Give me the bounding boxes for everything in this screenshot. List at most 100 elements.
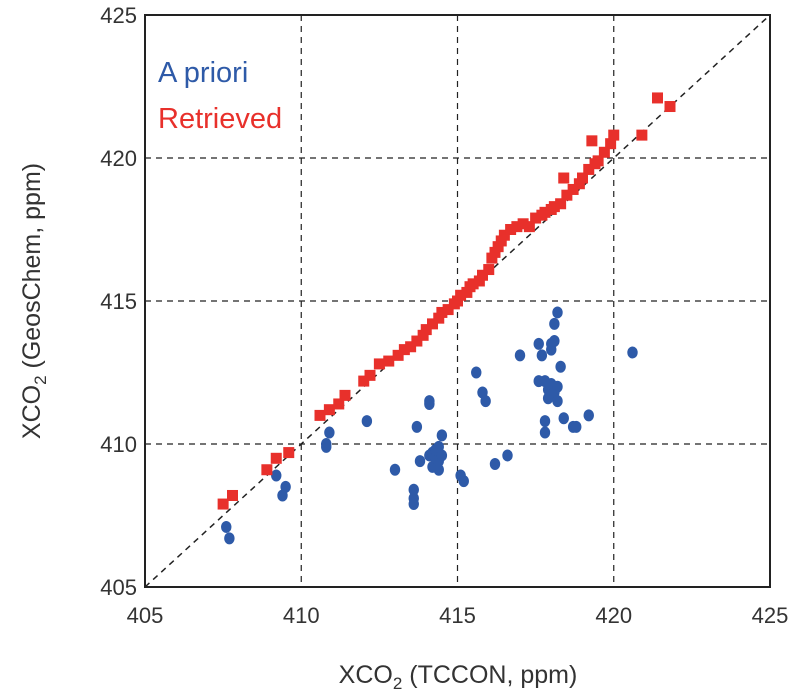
- retrieved-point: [261, 464, 273, 476]
- y-tick-label: 420: [100, 146, 137, 171]
- a-priori-point: [471, 366, 482, 379]
- x-tick-label: 405: [127, 603, 164, 628]
- a-priori-point: [433, 463, 444, 476]
- retrieved-point: [323, 404, 335, 416]
- x-axis-title: XCO2 (TCCON, ppm): [339, 661, 578, 693]
- retrieved-point: [364, 369, 376, 381]
- a-priori-point: [539, 426, 551, 439]
- retrieved-point: [427, 318, 438, 330]
- retrieved-point: [398, 344, 410, 356]
- retrieved-point: [539, 206, 551, 218]
- series-a-priori: [221, 306, 638, 545]
- y-tick-label: 415: [100, 289, 137, 314]
- retrieved-point: [461, 286, 473, 298]
- retrieved-point: [492, 241, 504, 253]
- a-priori-point: [549, 317, 560, 330]
- retrieved-point: [498, 229, 510, 241]
- retrieved-point: [495, 235, 507, 247]
- a-priori-point: [321, 440, 332, 453]
- a-priori-point: [489, 458, 501, 471]
- a-priori-point: [555, 360, 566, 373]
- y-axis-title: XCO2 (GeosChem, ppm): [18, 163, 50, 439]
- retrieved-point: [664, 101, 676, 113]
- retrieved-point: [555, 198, 567, 210]
- a-priori-point: [221, 520, 232, 533]
- a-priori-point: [271, 469, 282, 482]
- a-priori-point: [533, 337, 544, 350]
- retrieved-point: [314, 409, 326, 421]
- retrieved-point: [442, 304, 454, 316]
- retrieved-point: [217, 498, 229, 510]
- x-tick-label: 425: [752, 603, 789, 628]
- retrieved-point: [477, 269, 488, 281]
- retrieved-point: [333, 398, 345, 410]
- a-priori-point: [549, 335, 560, 348]
- a-priori-point: [552, 306, 563, 319]
- retrieved-point: [608, 129, 620, 141]
- retrieved-point: [605, 138, 617, 150]
- legend-retrieved: Retrieved: [158, 103, 282, 135]
- retrieved-point: [505, 224, 517, 235]
- a-priori-point: [389, 463, 401, 476]
- y-tick-label: 410: [100, 432, 137, 457]
- a-priori-point: [408, 483, 419, 496]
- legend-a-priori: A priori: [158, 57, 248, 89]
- retrieved-point: [558, 172, 570, 184]
- retrieved-point: [530, 212, 542, 224]
- retrieved-point: [455, 289, 467, 301]
- retrieved-point: [548, 201, 560, 213]
- retrieved-point: [411, 335, 423, 347]
- retrieved-point: [373, 358, 385, 370]
- retrieved-point: [436, 306, 448, 318]
- a-priori-point: [458, 475, 469, 488]
- x-tick-label: 415: [439, 603, 476, 628]
- retrieved-point: [561, 189, 573, 201]
- a-priori-point: [280, 480, 291, 493]
- plot-frame: [144, 14, 771, 588]
- retrieved-point: [339, 389, 351, 401]
- a-priori-point: [536, 349, 548, 362]
- a-priori-point: [408, 498, 419, 511]
- a-priori-point: [414, 455, 426, 468]
- a-priori-point: [552, 380, 563, 393]
- a-priori-point: [502, 449, 513, 462]
- retrieved-point: [511, 221, 523, 233]
- retrieved-point: [383, 355, 395, 367]
- retrieved-point: [473, 275, 485, 287]
- retrieved-point: [517, 218, 529, 230]
- retrieved-point: [283, 447, 295, 459]
- retrieved-point: [567, 183, 579, 195]
- retrieved-point: [523, 221, 535, 233]
- retrieved-point: [586, 135, 598, 147]
- a-priori-point: [324, 426, 335, 439]
- a-priori-point: [583, 409, 594, 422]
- series-retrieved: [217, 92, 676, 510]
- legend: A priori Retrieved: [158, 57, 282, 135]
- retrieved-point: [489, 246, 501, 258]
- a-priori-point: [436, 429, 448, 442]
- y-tick-label: 405: [100, 575, 137, 600]
- x-tick-label: 420: [595, 603, 632, 628]
- a-priori-point: [571, 420, 582, 433]
- a-priori-point: [514, 349, 526, 362]
- retrieved-point: [652, 92, 663, 104]
- a-priori-point: [411, 420, 423, 433]
- a-priori-point: [627, 346, 638, 359]
- a-priori-point: [539, 415, 551, 428]
- retrieved-point: [270, 452, 282, 464]
- a-priori-point: [361, 415, 373, 428]
- retrieved-point: [592, 155, 604, 167]
- x-tick-label: 410: [283, 603, 320, 628]
- retrieved-point: [358, 375, 370, 387]
- a-priori-point: [424, 397, 435, 410]
- retrieved-point: [420, 324, 432, 336]
- a-priori-point: [552, 395, 563, 408]
- retrieved-point: [483, 264, 495, 276]
- retrieved-point: [467, 278, 479, 290]
- retrieved-point: [486, 252, 498, 264]
- a-priori-point: [224, 532, 235, 545]
- retrieved-point: [227, 489, 238, 501]
- x-tick-labels: 405 410 415 420 425: [127, 603, 789, 628]
- a-priori-point: [480, 395, 491, 408]
